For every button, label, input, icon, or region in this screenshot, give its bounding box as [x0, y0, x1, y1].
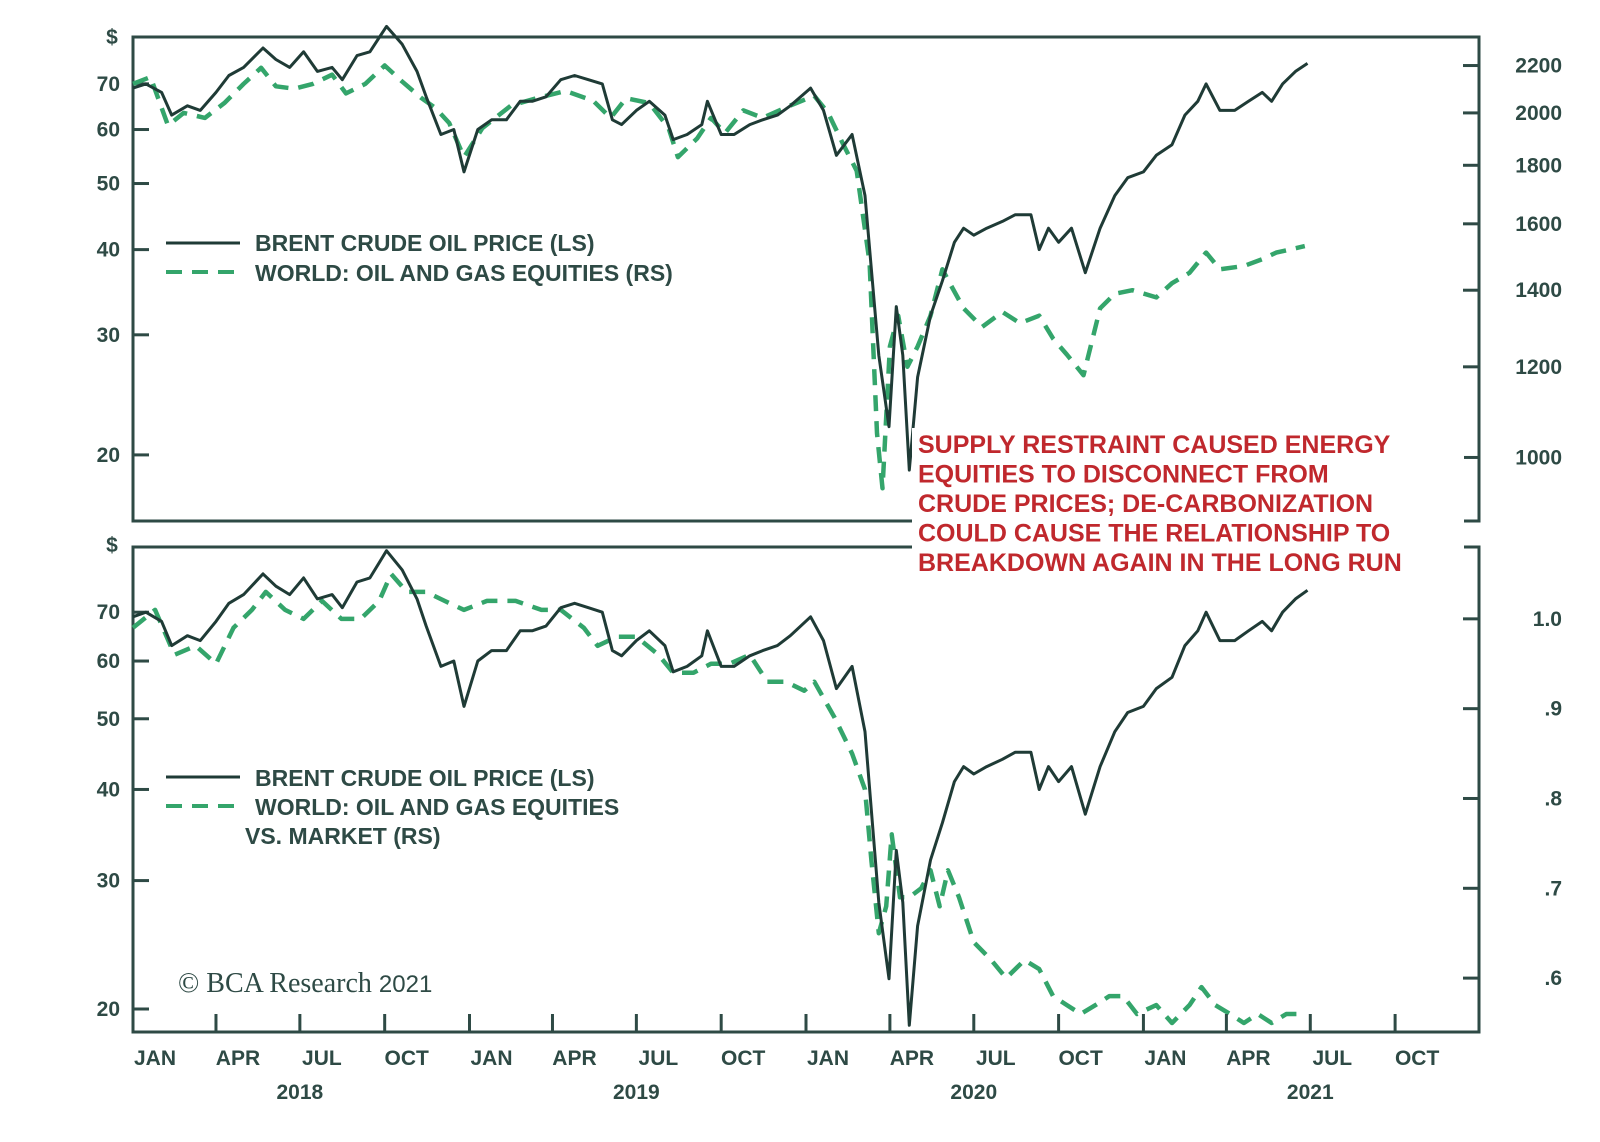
bottom-left-tick-label: 50 [97, 708, 120, 731]
annotation-line: BREAKDOWN AGAIN IN THE LONG RUN [918, 549, 1402, 577]
top-legend-brent-label: BRENT CRUDE OIL PRICE (LS) [255, 230, 594, 256]
bottom-right-tick-label: .9 [1544, 698, 1562, 721]
credit-text: © BCA Research 2021 [178, 968, 432, 999]
top-right-tick-label: 1000 [1515, 446, 1562, 469]
x-month-label: APR [890, 1047, 934, 1070]
bottom-right-tick-label: .7 [1544, 877, 1562, 900]
bottom-left-axis-unit: $ [106, 534, 118, 557]
bottom-right-tick-label: .6 [1544, 967, 1562, 990]
bottom-right-tick-label: .8 [1544, 787, 1562, 810]
bottom-left-tick-label: 70 [97, 601, 120, 624]
x-month-label: APR [216, 1047, 260, 1070]
bottom-brent-line [132, 549, 1309, 1027]
x-month-label: JAN [134, 1047, 176, 1070]
x-month-label: APR [552, 1047, 596, 1070]
x-month-label: JAN [1144, 1047, 1186, 1070]
x-month-label: OCT [385, 1047, 430, 1070]
x-month-label: JUL [302, 1047, 342, 1070]
x-year-label: 2019 [613, 1081, 660, 1104]
x-month-label: JUL [1312, 1047, 1352, 1070]
top-left-tick-label: 50 [97, 173, 120, 196]
bottom-left-tick-label: 60 [97, 650, 120, 673]
x-month-label: JUL [639, 1047, 679, 1070]
top-legend: BRENT CRUDE OIL PRICE (LS) WORLD: OIL AN… [166, 230, 673, 286]
bottom-legend-equities-label: WORLD: OIL AND GAS EQUITIES [255, 794, 619, 820]
x-year-label: 2018 [277, 1081, 324, 1104]
bottom-right-tick-label: 1.0 [1533, 608, 1562, 631]
top-right-tick-label: 2200 [1515, 55, 1562, 78]
top-right-tick-label: 1200 [1515, 356, 1562, 379]
bottom-left-tick-label: 30 [97, 870, 120, 893]
bottom-left-axis: 20 30 40 50 60 70 [97, 601, 149, 1021]
annotation-line: EQUITIES TO DISCONNECT FROM [918, 461, 1329, 489]
bottom-equities-line [131, 571, 1305, 1026]
top-series-layer [132, 24, 1309, 491]
top-left-tick-label: 20 [97, 444, 120, 467]
top-right-tick-label: 1400 [1515, 279, 1562, 302]
bottom-legend: BRENT CRUDE OIL PRICE (LS) WORLD: OIL AN… [166, 765, 619, 849]
top-left-tick-label: 30 [97, 324, 120, 347]
bottom-legend-equities-label-line2: VS. MARKET (RS) [245, 823, 441, 849]
top-left-axis-unit: $ [106, 26, 118, 49]
top-right-axis: 1000 1200 1400 1600 1800 2000 2200 [1463, 55, 1562, 469]
bottom-left-tick-label: 20 [97, 998, 120, 1021]
top-brent-line [132, 24, 1309, 472]
top-right-tick-label: 1600 [1515, 213, 1562, 236]
annotation-line: COULD CAUSE THE RELATIONSHIP TO [918, 520, 1390, 548]
x-month-label: JUL [976, 1047, 1016, 1070]
x-axis: JAN APR JUL OCT 2018 JAN APR JUL OCT 2019 JAN APR JU… [134, 1014, 1439, 1104]
annotation-line: SUPPLY RESTRAINT CAUSED ENERGY [918, 431, 1391, 459]
x-month-label: OCT [1395, 1047, 1440, 1070]
bottom-legend-brent-label: BRENT CRUDE OIL PRICE (LS) [255, 765, 594, 791]
top-left-axis: 20 30 40 50 60 70 [97, 73, 149, 467]
annotation-background [912, 428, 1464, 580]
bottom-left-tick-label: 40 [97, 778, 120, 801]
bottom-panel: $ 20 30 40 50 60 70 .6 .7 .8 .9 1.0 BRENT CRUDE O… [97, 534, 1562, 1034]
top-right-tick-label: 2000 [1515, 102, 1562, 125]
x-month-label: OCT [1058, 1047, 1103, 1070]
annotation-line: CRUDE PRICES; DE-CARBONIZATION [918, 490, 1373, 518]
top-left-tick-label: 60 [97, 119, 120, 142]
bottom-series-layer [131, 549, 1309, 1027]
x-month-label: JAN [807, 1047, 849, 1070]
x-year-label: 2020 [950, 1081, 997, 1104]
top-left-tick-label: 70 [97, 73, 120, 96]
x-month-label: APR [1226, 1047, 1270, 1070]
bottom-right-axis: .6 .7 .8 .9 1.0 [1463, 608, 1562, 990]
x-year-label: 2021 [1287, 1081, 1334, 1104]
top-legend-equities-label: WORLD: OIL AND GAS EQUITIES (RS) [255, 260, 673, 286]
top-panel: $ 20 30 40 50 60 70 1000 1200 1400 1600 1800 2000 2… [97, 24, 1562, 523]
top-right-tick-label: 1800 [1515, 154, 1562, 177]
x-month-label: OCT [721, 1047, 766, 1070]
credit: © BCA Research 2021 [178, 968, 432, 999]
top-panel-frame [131, 35, 1481, 523]
top-left-tick-label: 40 [97, 239, 120, 262]
x-month-label: JAN [470, 1047, 512, 1070]
